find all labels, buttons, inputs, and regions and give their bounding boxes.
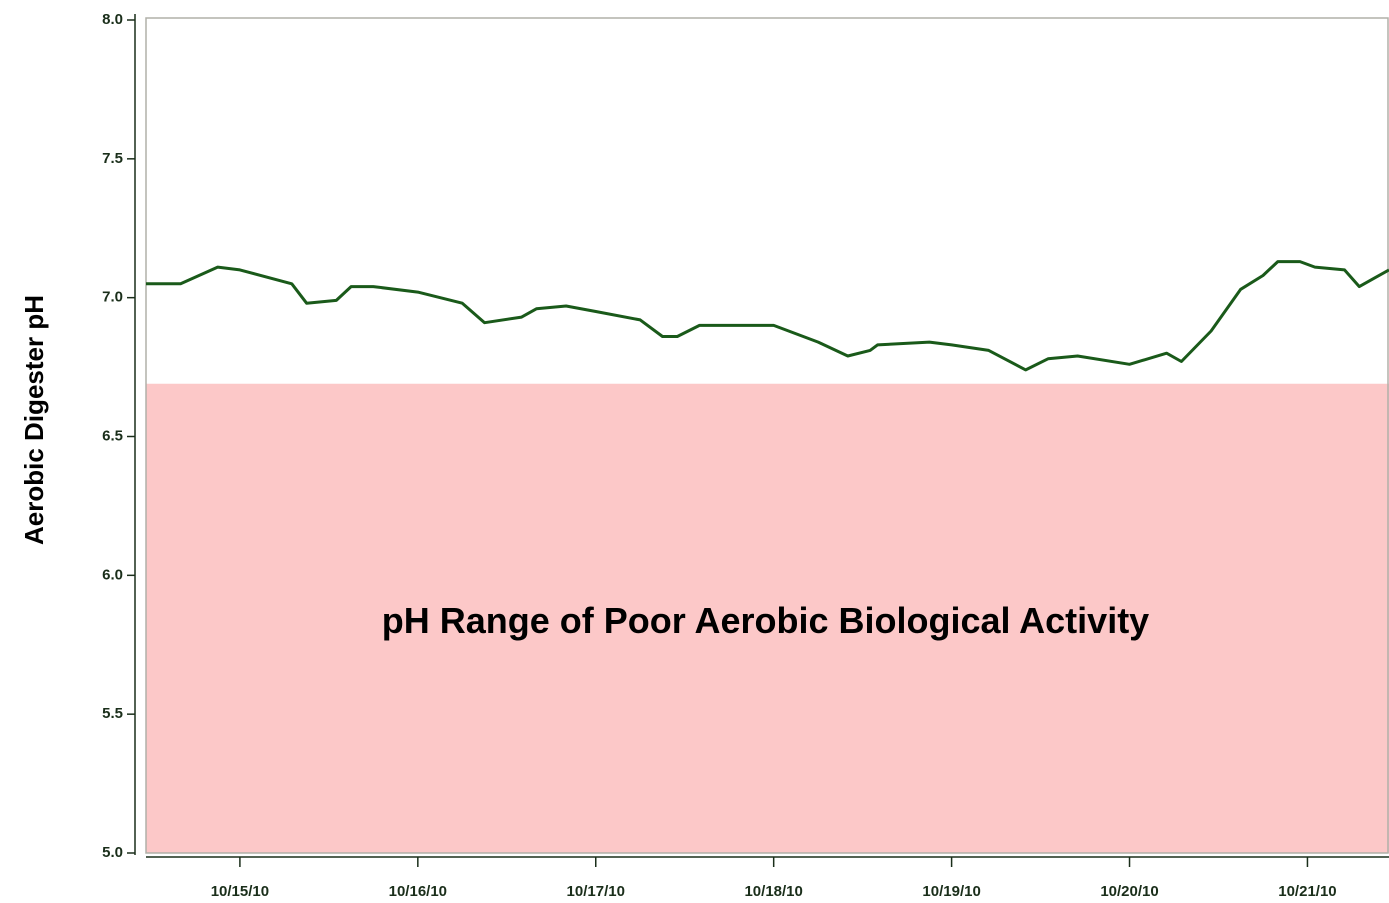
band-label: pH Range of Poor Aerobic Biological Acti… bbox=[382, 600, 1149, 641]
y-tick-label: 8.0 bbox=[102, 11, 123, 28]
x-tick-label: 10/16/10 bbox=[389, 883, 447, 900]
y-tick-label: 7.0 bbox=[102, 289, 123, 306]
y-tick-label: 5.5 bbox=[102, 705, 123, 722]
poor-activity-band bbox=[146, 383, 1389, 853]
y-tick-label: 5.0 bbox=[102, 844, 123, 861]
y-axis-label: Aerobic Digester pH bbox=[19, 295, 49, 545]
x-tick-label: 10/21/10 bbox=[1278, 883, 1336, 900]
y-tick-label: 6.5 bbox=[102, 427, 123, 444]
x-tick-label: 10/20/10 bbox=[1100, 883, 1158, 900]
ph-line bbox=[146, 260, 1389, 372]
plot-frame bbox=[145, 17, 1389, 854]
x-tick-label: 10/17/10 bbox=[567, 883, 625, 900]
x-tick-label: 10/18/10 bbox=[744, 883, 802, 900]
x-tick-label: 10/19/10 bbox=[922, 883, 980, 900]
y-tick-label: 7.5 bbox=[102, 150, 123, 167]
y-tick-label: 6.0 bbox=[102, 566, 123, 583]
x-tick-label: 10/15/10 bbox=[211, 883, 269, 900]
